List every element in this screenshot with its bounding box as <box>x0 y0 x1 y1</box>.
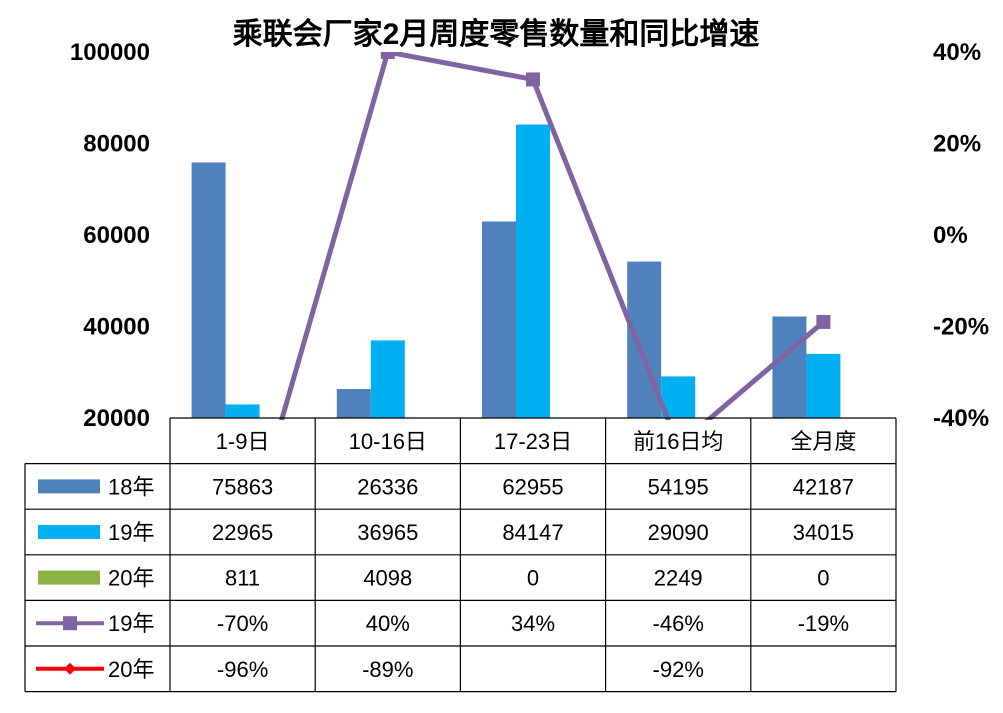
table-cell: 0 <box>527 566 539 591</box>
legend-key-marker <box>63 616 77 631</box>
table-cell: 40% <box>366 611 410 636</box>
legend-series-name: 20年 <box>108 657 154 682</box>
right-tick-label: 20% <box>933 131 981 158</box>
chart-title: 乘联会厂家2月周度零售数量和同比增速 <box>233 18 760 51</box>
left-axis-ticks: 20000 40000 60000 80000 100000 <box>70 39 150 432</box>
category-label: 全月度 <box>790 429 856 454</box>
line-point-1-1 <box>381 635 395 649</box>
legend-key-bar <box>38 570 100 585</box>
legend-key-bar <box>38 525 100 539</box>
table-cell: 36965 <box>357 520 418 545</box>
bar-19年-17-23日 <box>516 124 550 419</box>
legend-key-bar <box>38 479 100 494</box>
table-cell: -46% <box>653 611 704 636</box>
left-tick-label: 60000 <box>83 222 150 249</box>
table-cell: 4098 <box>363 566 412 591</box>
data-table: 1-9日 10-16日 17-23日 前16日均 全月度 18年 75863 26336 629… <box>24 417 897 693</box>
line-point-0-4 <box>816 314 831 329</box>
bar-18年-1-9日 <box>191 162 226 418</box>
legend-series-name: 19年 <box>108 520 154 545</box>
table-cell: -19% <box>798 611 849 636</box>
legend-series-name: 20年 <box>108 566 154 591</box>
left-tick-label: 80000 <box>83 131 150 158</box>
table-cell: 54195 <box>648 474 709 499</box>
line-layer <box>279 52 831 649</box>
table-cell: 34% <box>511 611 555 636</box>
right-tick-label: 0% <box>933 222 968 249</box>
bar-19年-10-16日 <box>370 340 405 418</box>
table-cell: -70% <box>217 611 268 636</box>
right-tick-label: -40% <box>933 405 989 432</box>
legend-series-name: 18年 <box>108 474 154 499</box>
legend-key-marker <box>64 662 76 675</box>
bar-18年-10-16日 <box>336 389 371 418</box>
bar-18年-全月度 <box>772 316 807 418</box>
bar-19年-全月度 <box>806 353 841 418</box>
table-cell: 26336 <box>357 474 418 499</box>
category-label: 1-9日 <box>216 429 270 454</box>
table-cell: 34015 <box>793 520 854 545</box>
table-cell: 811 <box>225 566 260 591</box>
table-cell: 84147 <box>502 520 563 545</box>
table-cell: 42187 <box>793 474 854 499</box>
left-tick-label: 20000 <box>83 405 150 432</box>
table-cell: 2249 <box>654 566 703 591</box>
table-cell: 29090 <box>648 520 709 545</box>
line-point-0-2 <box>526 72 540 87</box>
category-label: 10-16日 <box>349 429 427 454</box>
left-tick-label: 100000 <box>70 39 150 66</box>
category-label: 17-23日 <box>494 429 572 454</box>
legend-series-name: 19年 <box>108 611 154 636</box>
table-cell: 62955 <box>502 474 563 499</box>
category-label: 前16日均 <box>633 429 723 454</box>
table-cell: 22965 <box>212 520 273 545</box>
bar-layer <box>191 124 841 419</box>
right-axis-ticks: -40% -20% 0% 20% 40% <box>933 39 989 432</box>
right-tick-label: 40% <box>933 39 981 66</box>
table-cell: 0 <box>817 566 829 591</box>
bar-18年-17-23日 <box>482 221 516 418</box>
line-point-0-1 <box>380 52 395 59</box>
table-cell: -89% <box>362 657 413 682</box>
table-cell: -92% <box>653 657 704 682</box>
left-tick-label: 40000 <box>83 314 150 341</box>
table-cell: -96% <box>217 657 268 682</box>
bar-19年-1-9日 <box>225 404 260 418</box>
right-tick-label: -20% <box>933 314 989 341</box>
table-cell: 75863 <box>212 474 273 499</box>
